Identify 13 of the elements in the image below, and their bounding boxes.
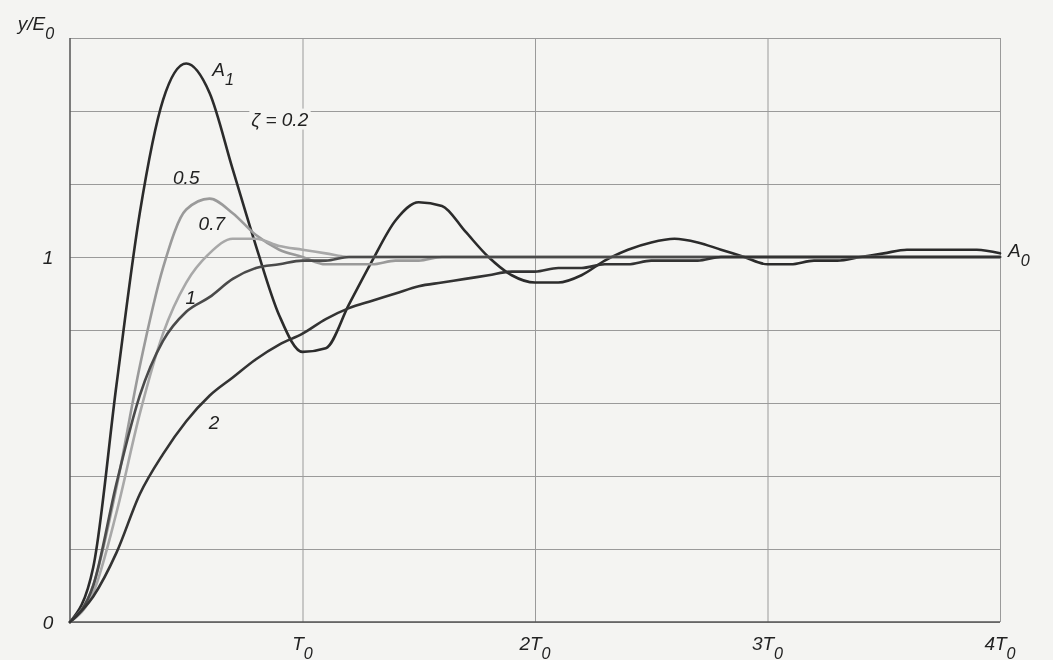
y-tick-label: 0 — [42, 612, 54, 633]
x-tick-label: T$_{0}$ — [292, 633, 313, 660]
y-axis-title: y/E$_{0}$ — [15, 13, 55, 42]
series-label: ζ = 0.2 — [251, 108, 309, 130]
series-label: 2 — [207, 411, 220, 433]
x-tick-label: 3T$_{0}$ — [751, 633, 784, 660]
annotation: A$_{1}$ — [211, 58, 234, 88]
x-tick-label: 2T$_{0}$ — [518, 633, 551, 660]
series-label: 0.5 — [173, 167, 200, 188]
series-label: 0.7 — [198, 212, 227, 234]
series-label: 1 — [185, 287, 197, 309]
x-tick-label: 4T$_{0}$ — [984, 633, 1016, 660]
annotation: A$_{0}$ — [1007, 240, 1030, 270]
